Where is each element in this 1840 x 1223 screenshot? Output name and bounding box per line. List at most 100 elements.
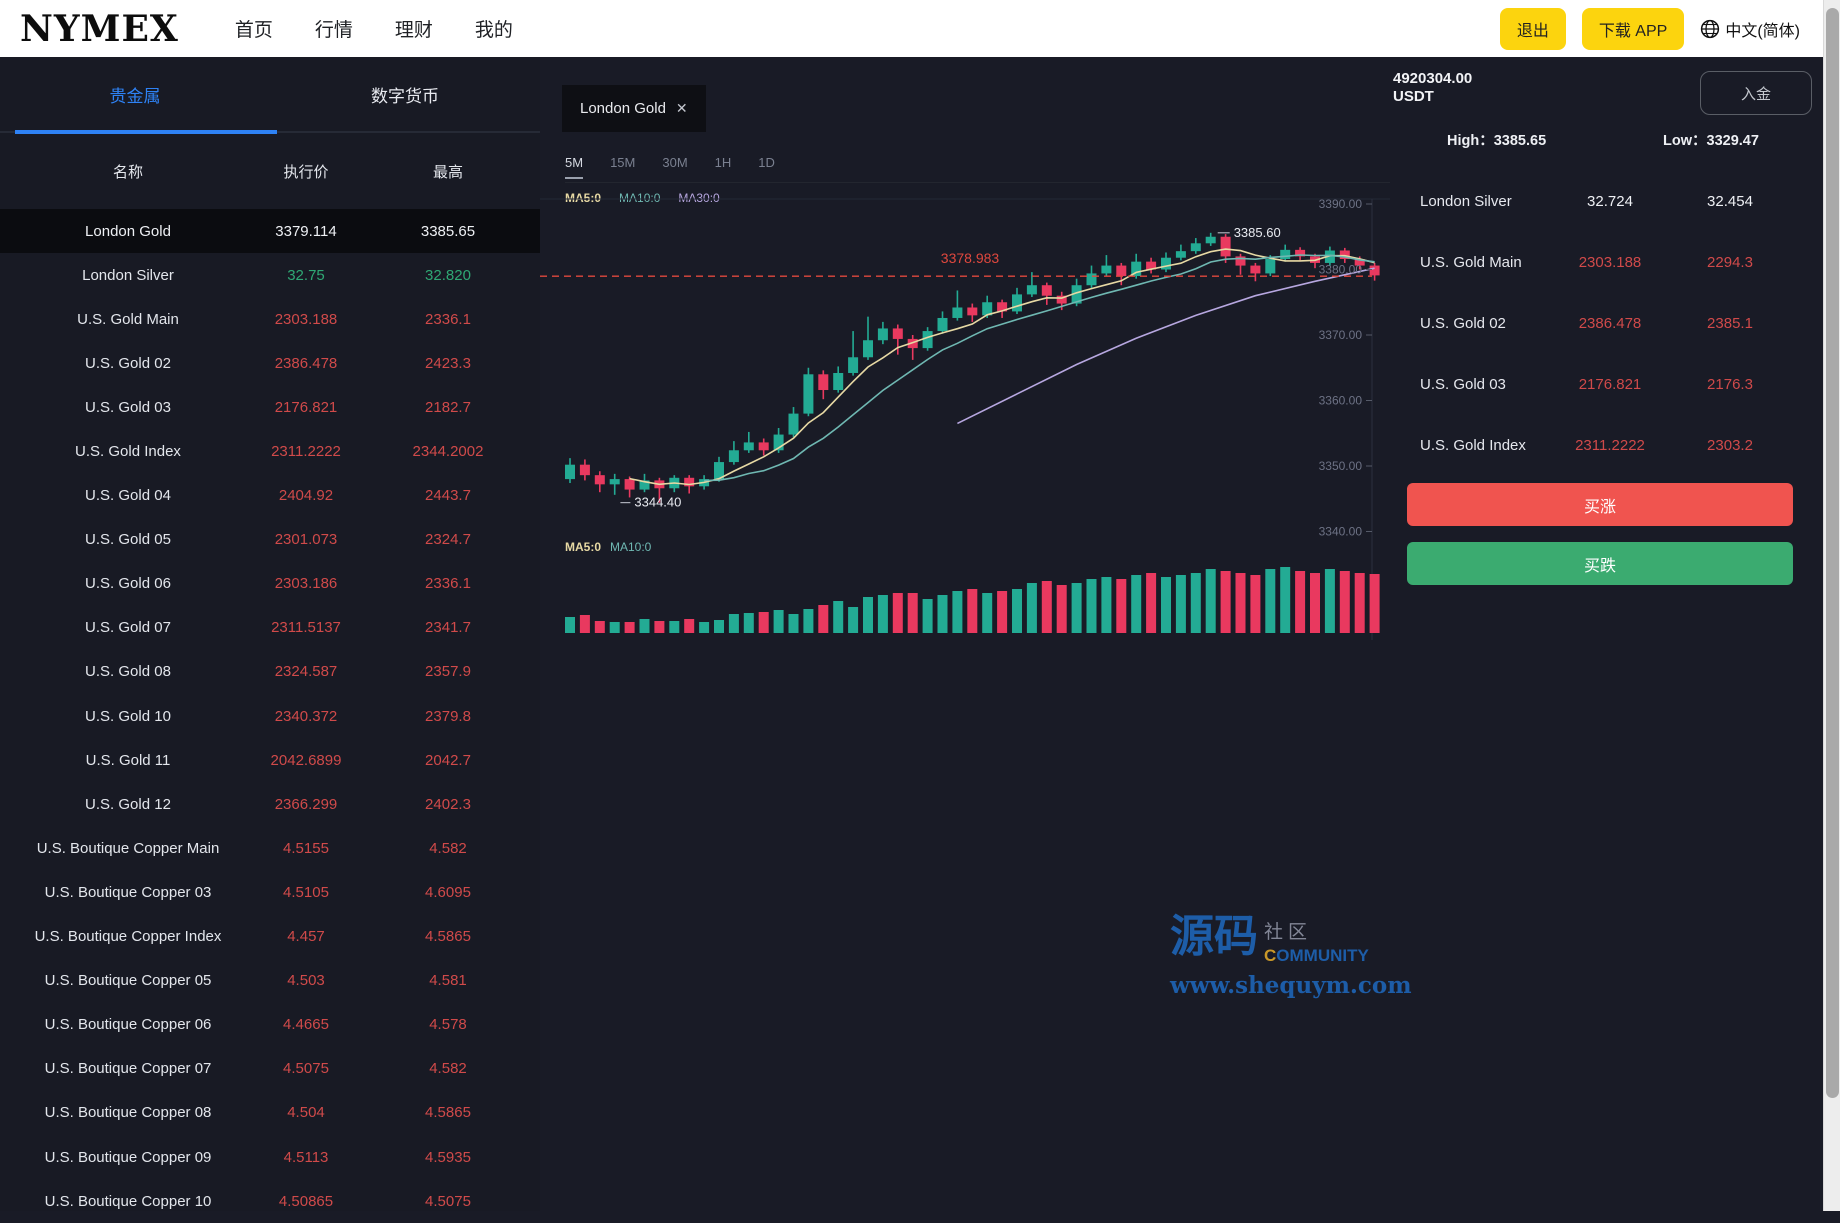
instrument-name: London Gold [85,222,171,240]
exec-price: 2303.188 [274,310,338,328]
buy-down-button[interactable]: 买跌 [1407,542,1793,585]
quote-high: 2385.1 [1707,315,1753,332]
table-row[interactable]: U.S. Boutique Copper 07 4.5075 4.582 [0,1047,540,1091]
exec-price: 2366.299 [274,795,338,813]
table-row[interactable]: U.S. Gold Main 2303.188 2336.1 [0,297,540,341]
active-tab-underline [15,130,277,134]
quote-high: 2294.3 [1707,254,1753,271]
table-row[interactable]: U.S. Boutique Copper 10 4.50865 4.5075 [0,1179,540,1223]
close-icon[interactable]: ✕ [675,100,688,116]
ma-legend: MA5:0 MA10:0 MA30:0 [565,191,720,205]
quote-name: U.S. Gold Main [1420,254,1522,271]
high-price: 4.582 [429,1060,467,1078]
quote-exec: 2311.2222 [1575,437,1645,454]
exec-price: 2311.5137 [271,619,341,637]
table-row[interactable]: U.S. Gold 11 2042.6899 2042.7 [0,738,540,782]
tf-15m[interactable]: 15M [610,155,636,170]
svg-text:3340.00: 3340.00 [1319,525,1363,539]
exec-price: 4.4665 [283,1016,329,1034]
scrollbar-thumb[interactable] [1826,8,1839,1098]
tab-precious-metals[interactable]: 贵金属 [109,86,161,106]
timeframe-selector: 5M 15M 30M 1H 1D [565,155,775,179]
navbar-actions: 退出 下载 APP 中文(简体) [1499,7,1800,50]
table-row[interactable]: U.S. Gold 12 2366.299 2402.3 [0,782,540,826]
table-row[interactable]: U.S. Boutique Copper 09 4.5113 4.5935 [0,1135,540,1179]
exec-price: 4.5105 [283,883,329,901]
table-row[interactable]: U.S. Boutique Copper 08 4.504 4.5865 [0,1091,540,1135]
table-row[interactable]: U.S. Gold 08 2324.587 2357.9 [0,650,540,694]
tf-5m[interactable]: 5M [565,155,584,179]
high-price: 3385.65 [420,222,476,240]
balance-amount: 4920304.00 [1393,70,1473,87]
table-row[interactable]: U.S. Gold 07 2311.5137 2341.7 [0,606,540,650]
instrument-name: U.S. Gold Index [75,443,181,461]
instrument-name: U.S. Gold 02 [85,354,171,372]
table-row[interactable]: U.S. Gold 02 2386.478 2423.3 [0,341,540,385]
logout-button[interactable]: 退出 [1499,7,1566,50]
instrument-name: U.S. Gold 12 [85,795,171,813]
table-row[interactable]: London Silver 32.75 32.820 [0,253,540,297]
nav-item-home[interactable]: 首页 [234,20,273,41]
svg-text:3390.00: 3390.00 [1319,197,1363,211]
table-row[interactable]: U.S. Boutique Copper 03 4.5105 4.6095 [0,870,540,914]
table-row[interactable]: U.S. Boutique Copper Main 4.5155 4.582 [0,826,540,870]
table-row[interactable]: U.S. Boutique Copper 05 4.503 4.581 [0,959,540,1003]
main-area: 贵金属 数字货币 名称 执行价 最高 London Gold 3379.114 33… [0,57,1840,1211]
buy-up-button[interactable]: 买涨 [1407,483,1793,526]
watermark-url: www.shequym.com [1170,972,1412,999]
col-exec: 执行价 [283,163,329,181]
site-watermark: 源码 社区 COMMUNITY www.shequym.com [1170,915,1412,1000]
instrument-name: U.S. Boutique Copper 10 [44,1192,212,1210]
table-row[interactable]: U.S. Gold 04 2404.92 2443.7 [0,474,540,518]
table-row[interactable]: U.S. Gold 06 2303.186 2336.1 [0,562,540,606]
volume-chart[interactable]: MA5:0 MA10:0 [540,535,1390,640]
table-row[interactable]: U.S. Gold 10 2340.372 2379.8 [0,694,540,738]
table-row[interactable]: U.S. Boutique Copper Index 4.457 4.5865 [0,915,540,959]
svg-text:3370.00: 3370.00 [1319,328,1363,342]
page-scrollbar[interactable] [1823,0,1840,1211]
ma5-label: MA5:0 [565,191,602,205]
svg-text:3344.40: 3344.40 [634,495,681,510]
tf-30m[interactable]: 30M [662,155,688,170]
svg-text:MA5:0: MA5:0 [565,540,601,554]
instrument-name: U.S. Gold 07 [85,619,171,637]
trade-row[interactable]: U.S. Gold Main 2303.188 2294.3 [1390,232,1822,293]
timeframe-divider [565,182,1390,183]
high-price: 4.578 [429,1016,467,1034]
quote-high: 32.454 [1707,193,1753,210]
trade-row[interactable]: U.S. Gold 02 2386.478 2385.1 [1390,293,1822,354]
high-price: 4.5075 [425,1192,471,1210]
nav-item-markets[interactable]: 行情 [314,20,353,41]
deposit-button[interactable]: 入金 [1700,71,1812,115]
trade-row[interactable]: U.S. Gold Index 2311.2222 2303.2 [1390,415,1822,476]
instrument-name: U.S. Boutique Copper 09 [44,1148,212,1166]
table-row[interactable]: U.S. Gold Index 2311.2222 2344.2002 [0,429,540,473]
instrument-name: U.S. Boutique Copper Index [34,928,222,946]
instrument-name: U.S. Gold 06 [85,575,171,593]
table-header: 名称 执行价 最高 [0,153,540,189]
watermark-cn-small: 社区 [1264,922,1313,943]
download-app-button[interactable]: 下载 APP [1581,7,1685,50]
trade-row[interactable]: U.S. Gold 03 2176.821 2176.3 [1390,354,1822,415]
instrument-name: U.S. Gold 04 [85,487,171,505]
exec-price: 2386.478 [274,354,338,372]
high-price: 4.5865 [425,928,471,946]
language-switcher[interactable]: 中文(简体) [1700,17,1800,41]
table-row[interactable]: U.S. Boutique Copper 06 4.4665 4.578 [0,1003,540,1047]
tab-crypto[interactable]: 数字货币 [371,86,439,106]
nav-item-mine[interactable]: 我的 [474,20,513,41]
quote-name: London Silver [1420,193,1512,210]
exec-price: 4.50865 [278,1192,334,1210]
exec-price: 2324.587 [274,663,338,681]
trade-row[interactable]: London Silver 32.724 32.454 [1390,171,1822,232]
table-row[interactable]: U.S. Gold 05 2301.073 2324.7 [0,518,540,562]
high-price: 2182.7 [425,398,471,416]
nav-item-wealth[interactable]: 理财 [394,20,433,41]
table-row[interactable]: U.S. Gold 03 2176.821 2182.7 [0,385,540,429]
balance-currency: USDT [1393,88,1434,105]
tf-1d[interactable]: 1D [758,155,775,170]
quote-name: U.S. Gold 03 [1420,376,1506,393]
tf-1h[interactable]: 1H [714,155,732,170]
table-row[interactable]: London Gold 3379.114 3385.65 [0,209,540,254]
symbol-tab[interactable]: London Gold ✕ [562,85,706,132]
